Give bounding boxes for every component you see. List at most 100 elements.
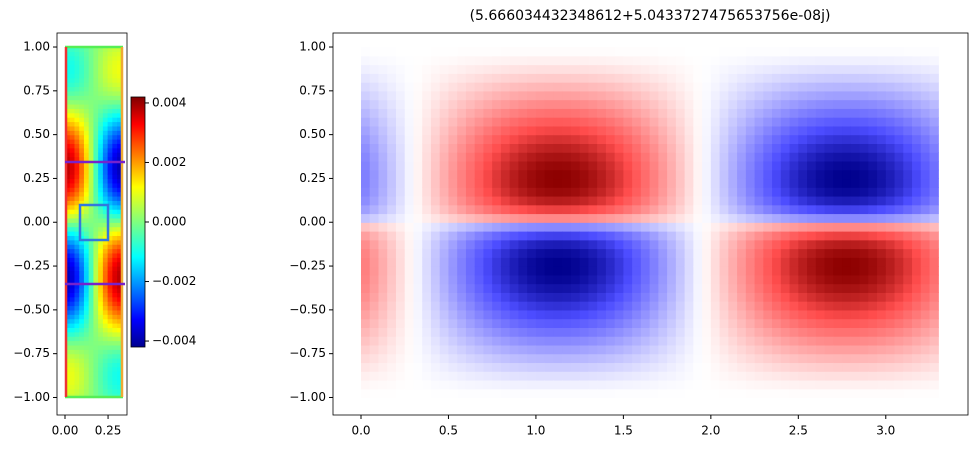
heatmap-cell (387, 327, 397, 337)
heatmap-cell (920, 64, 931, 74)
heatmap-cell (65, 375, 71, 381)
heatmap-cell (719, 82, 729, 92)
heatmap-cell (824, 248, 834, 258)
heatmap-cell (93, 103, 99, 109)
x-tick-label: 1.0 (526, 424, 545, 438)
heatmap-cell (737, 248, 747, 258)
heatmap-cell (457, 257, 467, 267)
heatmap-cell (474, 257, 485, 267)
heatmap-cell (378, 55, 388, 66)
heatmap-cell (483, 152, 493, 162)
heatmap-cell (457, 353, 467, 364)
heatmap-cell (404, 353, 415, 364)
heatmap-cell (815, 90, 826, 101)
heatmap-cell (93, 231, 99, 236)
heatmap-cell (79, 292, 85, 298)
heatmap-cell (527, 344, 537, 355)
heatmap-cell (474, 283, 485, 293)
heatmap-cell (737, 213, 747, 223)
heatmap-cell (868, 379, 878, 390)
heatmap-cell (553, 55, 563, 66)
heatmap-cell (422, 99, 432, 109)
heatmap-cell (623, 239, 633, 250)
heatmap-cell (404, 99, 415, 109)
heatmap-cell (710, 336, 721, 346)
heatmap-cell (465, 344, 476, 355)
heatmap-cell (65, 73, 71, 79)
heatmap-cell (93, 344, 99, 350)
heatmap-cell (763, 169, 773, 180)
heatmap-cell (518, 213, 528, 223)
heatmap-cell (83, 336, 90, 342)
heatmap-cell (579, 248, 589, 258)
heatmap-cell (83, 200, 90, 206)
heatmap-cell (614, 117, 624, 127)
heatmap-cell (798, 327, 808, 337)
heatmap-cell (98, 292, 104, 298)
heatmap-cell (430, 73, 441, 83)
heatmap-cell (885, 274, 896, 285)
heatmap-cell (885, 169, 896, 180)
heatmap-cell (492, 47, 502, 57)
heatmap-cell (65, 213, 71, 219)
heatmap-cell (632, 371, 642, 381)
heatmap-cell (597, 266, 607, 276)
heatmap-cell (929, 187, 939, 197)
heatmap-cell (413, 125, 423, 136)
heatmap-cell (98, 283, 104, 289)
heatmap-cell (79, 125, 85, 131)
heatmap-cell (842, 248, 852, 258)
heatmap-cell (422, 73, 432, 83)
heatmap-cell (500, 292, 511, 302)
heatmap-cell (553, 362, 563, 372)
heatmap-cell (112, 213, 118, 219)
heatmap-cell (98, 371, 104, 377)
heatmap-cell (387, 371, 397, 381)
heatmap-cell (842, 283, 852, 293)
heatmap-cell (112, 309, 118, 315)
heatmap-cell (579, 344, 589, 355)
heatmap-cell (833, 178, 843, 188)
heatmap-cell (369, 309, 380, 320)
heatmap-cell (614, 231, 624, 241)
heatmap-cell (112, 90, 118, 96)
heatmap-cell (88, 287, 95, 293)
heatmap-cell (465, 309, 476, 320)
heatmap-cell (112, 139, 118, 144)
heatmap-cell (387, 195, 397, 206)
heatmap-cell (605, 187, 616, 197)
heatmap-cell (107, 169, 113, 175)
heatmap-cell (772, 134, 782, 144)
heatmap-cell (93, 323, 99, 328)
heatmap-cell (658, 344, 668, 355)
heatmap-cell (430, 274, 441, 285)
heatmap-cell (509, 55, 520, 66)
heatmap-cell (102, 244, 109, 250)
heatmap-cell (850, 64, 861, 74)
heatmap-cell (107, 366, 113, 372)
heatmap-cell (79, 384, 85, 390)
heatmap-cell (65, 366, 71, 372)
heatmap-cell (553, 274, 563, 285)
heatmap-cell (649, 371, 659, 381)
heatmap-cell (570, 143, 581, 153)
heatmap-cell (745, 55, 756, 66)
heatmap-cell (465, 134, 476, 144)
heatmap-cell (413, 108, 423, 118)
heatmap-cell (465, 379, 476, 390)
heatmap-cell (422, 353, 432, 364)
heatmap-cell (833, 222, 843, 232)
heatmap-cell (83, 257, 90, 263)
heatmap-cell (107, 103, 113, 109)
heatmap-cell (737, 160, 747, 171)
heatmap-cell (112, 108, 118, 114)
heatmap-cell (404, 195, 415, 206)
heatmap-cell (509, 125, 520, 136)
heatmap-cell (483, 90, 493, 101)
heatmap-cell (815, 47, 826, 57)
heatmap-cell (112, 327, 118, 333)
heatmap-cell (815, 99, 826, 109)
heatmap-cell (107, 112, 113, 118)
heatmap-cell (79, 327, 85, 333)
heatmap-cell (465, 362, 476, 372)
